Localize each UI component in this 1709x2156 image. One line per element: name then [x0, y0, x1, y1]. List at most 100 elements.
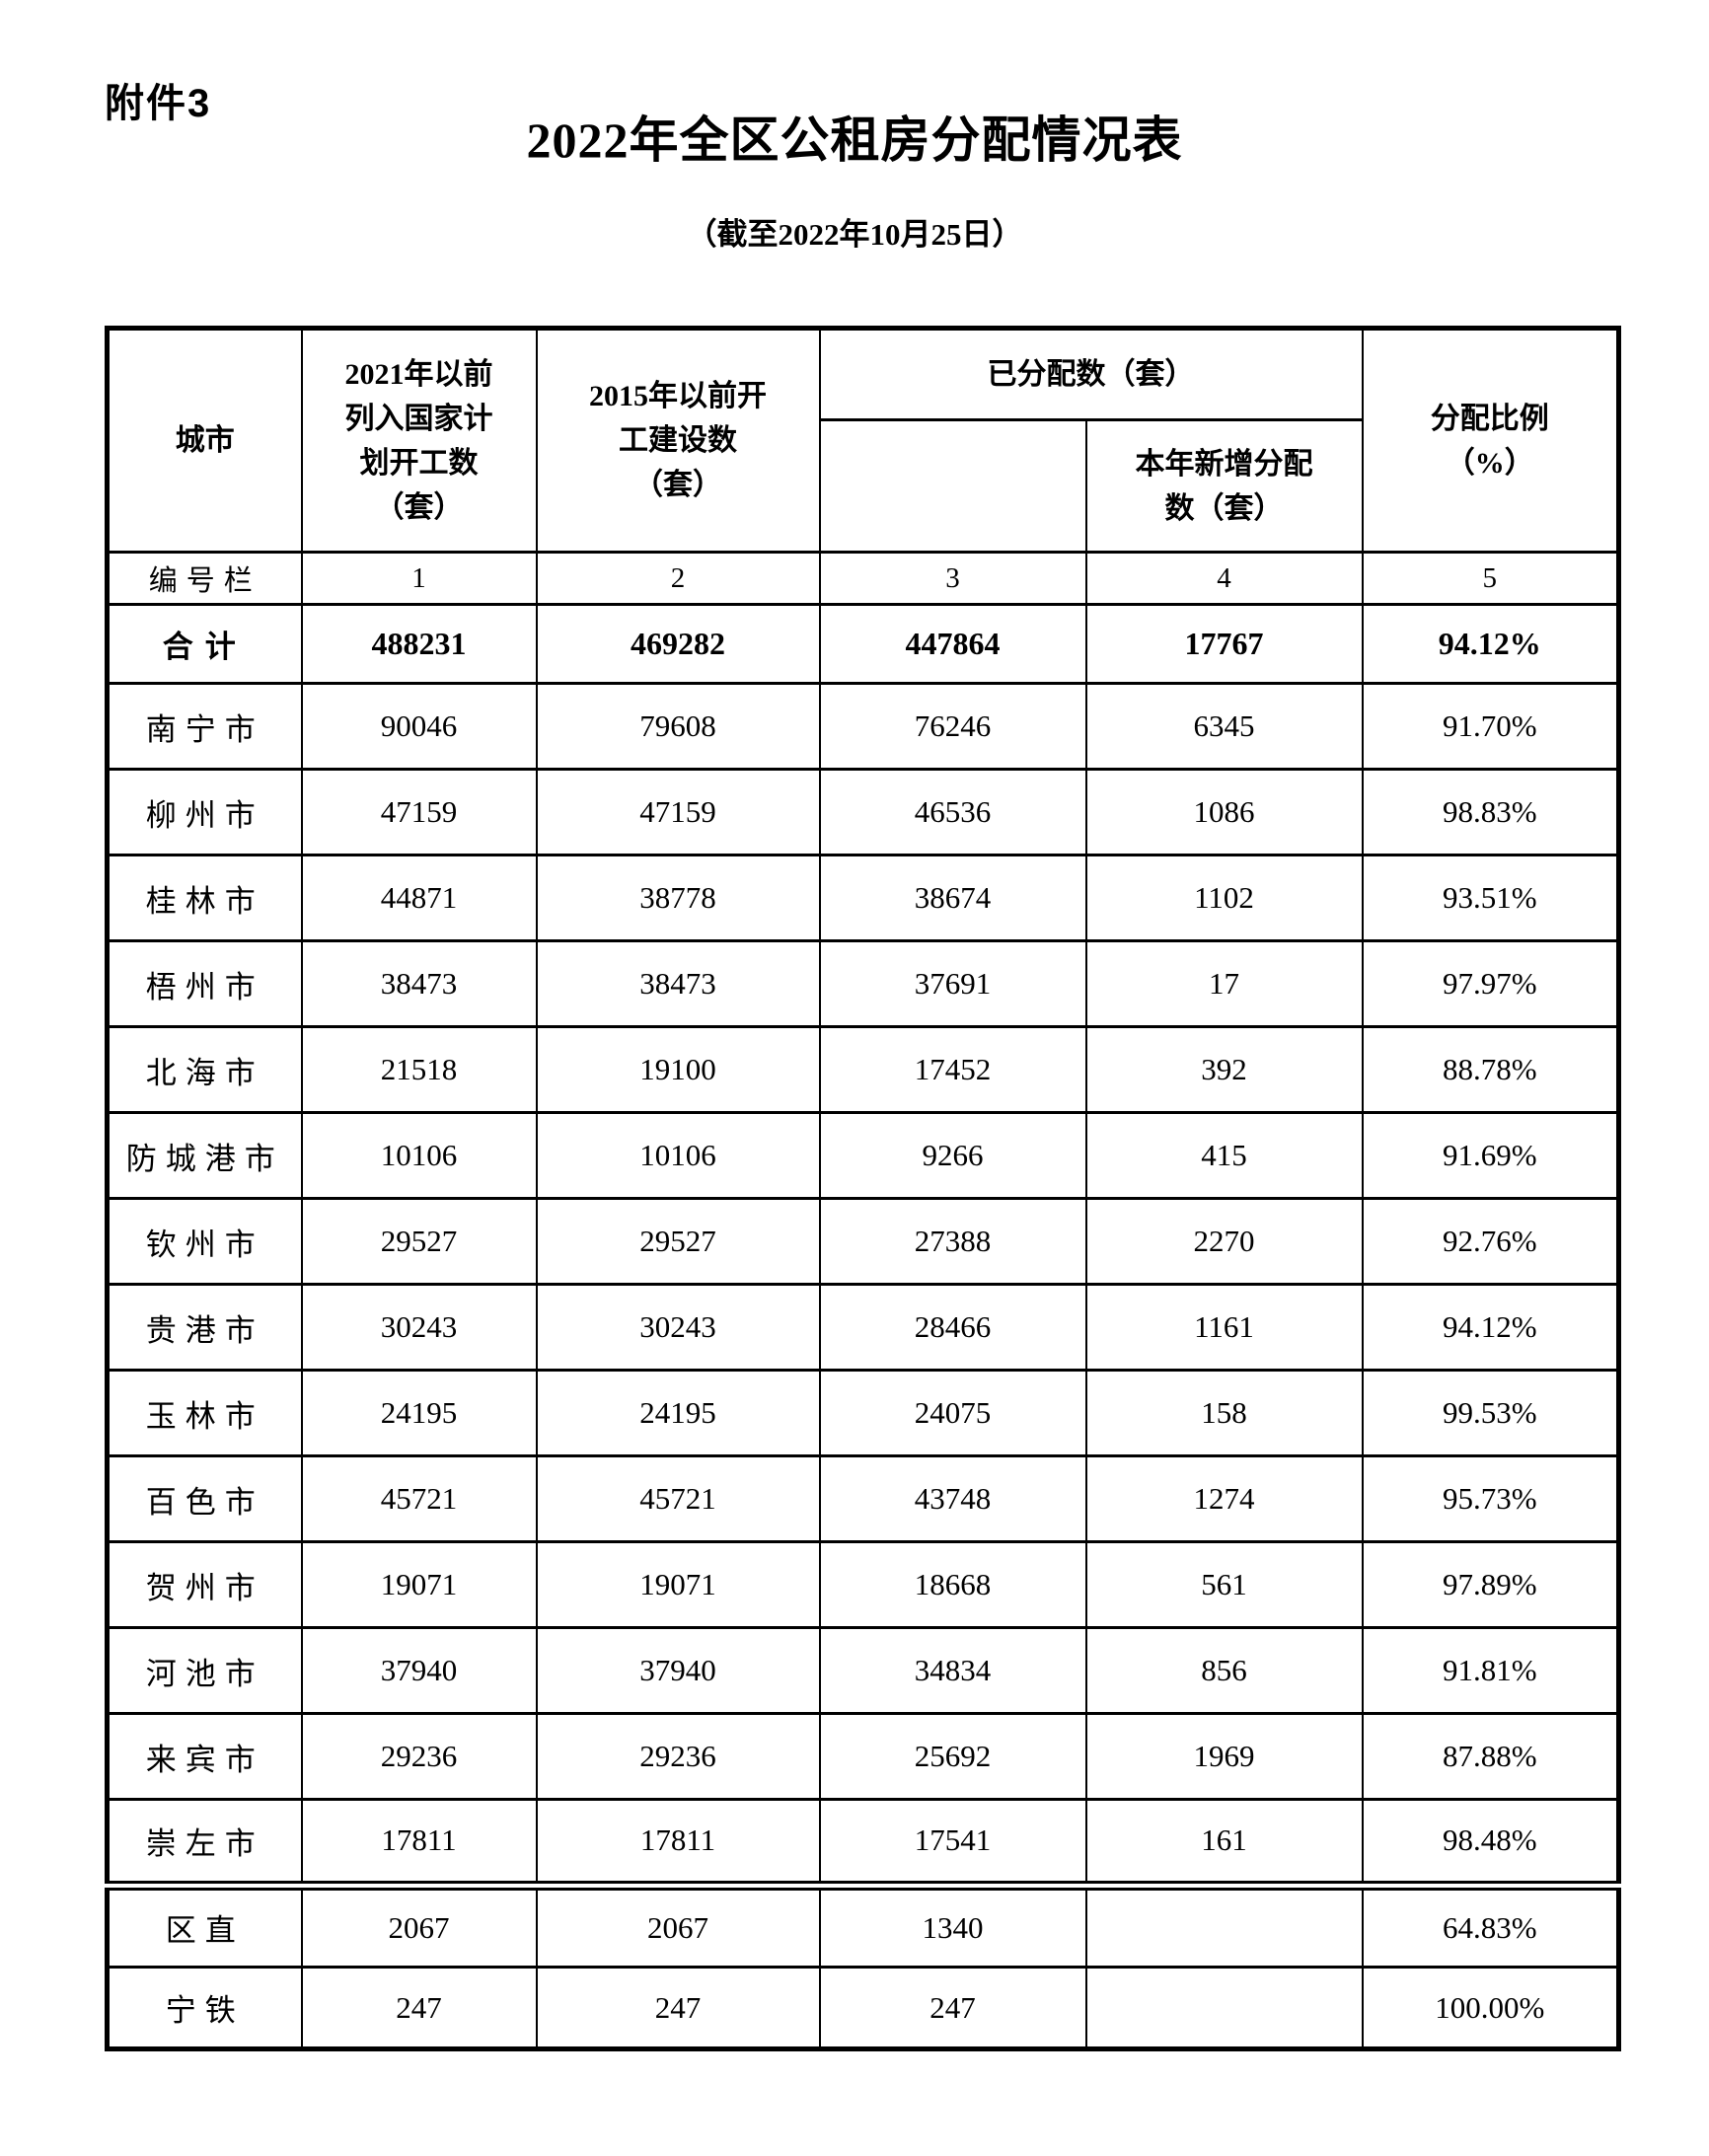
- cell: 91.81%: [1361, 1626, 1620, 1715]
- cell: 38473: [300, 939, 538, 1028]
- cell: 44871: [300, 854, 538, 942]
- cell: 24195: [535, 1369, 821, 1457]
- cell: 100.00%: [1361, 1966, 1620, 2050]
- cell: 247: [535, 1966, 821, 2050]
- header-city: 城市: [106, 327, 303, 554]
- city-label: 崇左市: [106, 1798, 303, 1887]
- cell: 91.69%: [1361, 1111, 1620, 1200]
- cell: 79608: [535, 682, 821, 771]
- total-cell: 17767: [1084, 603, 1364, 685]
- header-built-before-2015: 2015年以前开 工建设数 （套）: [535, 327, 821, 554]
- cell: 45721: [300, 1454, 538, 1543]
- city-label: 贵港市: [106, 1283, 303, 1372]
- cell: 29236: [300, 1712, 538, 1801]
- cell: 88.78%: [1361, 1025, 1620, 1114]
- table-row: 玉林市 24195 24195 24075 158 99.53%: [106, 1369, 1620, 1457]
- index-row-label: 编号栏: [106, 551, 303, 606]
- cell: 1102: [1084, 854, 1364, 942]
- table-row: 百色市 45721 45721 43748 1274 95.73%: [106, 1454, 1620, 1543]
- table-row: 区直 2067 2067 1340 64.83%: [106, 1880, 1620, 1969]
- cell: 561: [1084, 1540, 1364, 1629]
- city-label: 防城港市: [106, 1111, 303, 1200]
- cell: 24195: [300, 1369, 538, 1457]
- cell: 19071: [300, 1540, 538, 1629]
- cell: 98.83%: [1361, 768, 1620, 856]
- cell: 94.12%: [1361, 1283, 1620, 1372]
- cell: 64.83%: [1361, 1880, 1620, 1969]
- cell: 2067: [300, 1880, 538, 1969]
- cell: 19100: [535, 1025, 821, 1114]
- city-label: 钦州市: [106, 1197, 303, 1286]
- index-col-3: 3: [818, 551, 1087, 606]
- header-row-top: 城市 2021年以前 列入国家计 划开工数 （套） 2015年以前开 工建设数 …: [106, 327, 1620, 554]
- total-cell: 94.12%: [1361, 603, 1620, 685]
- cell: 29527: [300, 1197, 538, 1286]
- cell: 30243: [300, 1283, 538, 1372]
- cell: 95.73%: [1361, 1454, 1620, 1543]
- total-cell: 488231: [300, 603, 538, 685]
- cell: 2067: [535, 1880, 821, 1969]
- cell: 27388: [818, 1197, 1087, 1286]
- city-label: 南宁市: [106, 682, 303, 771]
- cell: 1086: [1084, 768, 1364, 856]
- header-allocation-ratio: 分配比例 （%）: [1361, 327, 1620, 554]
- cell: [1084, 1880, 1364, 1969]
- cell: 17811: [300, 1798, 538, 1887]
- cell: 1340: [818, 1880, 1087, 1969]
- cell: 10106: [535, 1111, 821, 1200]
- cell: 98.48%: [1361, 1798, 1620, 1887]
- cell: 76246: [818, 682, 1087, 771]
- cell: 25692: [818, 1712, 1087, 1801]
- cell: 90046: [300, 682, 538, 771]
- cell: 17541: [818, 1798, 1087, 1887]
- cell: 37940: [535, 1626, 821, 1715]
- cell: 97.97%: [1361, 939, 1620, 1028]
- table-row: 柳州市 47159 47159 46536 1086 98.83%: [106, 768, 1620, 856]
- allocation-table: 城市 2021年以前 列入国家计 划开工数 （套） 2015年以前开 工建设数 …: [105, 326, 1621, 2051]
- cell: 45721: [535, 1454, 821, 1543]
- page-title: 2022年全区公租房分配情况表: [526, 112, 1183, 168]
- table-row: 钦州市 29527 29527 27388 2270 92.76%: [106, 1197, 1620, 1286]
- cell: 37940: [300, 1626, 538, 1715]
- header-new-allocated: 本年新增分配 数（套）: [1084, 418, 1364, 554]
- cell: 19071: [535, 1540, 821, 1629]
- cell: 46536: [818, 768, 1087, 856]
- cell: 29527: [535, 1197, 821, 1286]
- cell: 43748: [818, 1454, 1087, 1543]
- city-label: 玉林市: [106, 1369, 303, 1457]
- total-cell: 469282: [535, 603, 821, 685]
- table-row: 来宾市 29236 29236 25692 1969 87.88%: [106, 1712, 1620, 1801]
- cell: 10106: [300, 1111, 538, 1200]
- cell: 18668: [818, 1540, 1087, 1629]
- city-label: 柳州市: [106, 768, 303, 856]
- total-row: 合计 488231 469282 447864 17767 94.12%: [106, 603, 1620, 685]
- cell: 1274: [1084, 1454, 1364, 1543]
- city-label: 来宾市: [106, 1712, 303, 1801]
- cell: 1969: [1084, 1712, 1364, 1801]
- cell: 247: [818, 1966, 1087, 2050]
- total-row-label: 合计: [106, 603, 303, 685]
- table-row: 桂林市 44871 38778 38674 1102 93.51%: [106, 854, 1620, 942]
- table-row: 宁铁 247 247 247 100.00%: [106, 1966, 1620, 2050]
- table-row: 梧州市 38473 38473 37691 17 97.97%: [106, 939, 1620, 1028]
- cell: 2270: [1084, 1197, 1364, 1286]
- header-allocated-spacer: [818, 418, 1087, 554]
- cell: 856: [1084, 1626, 1364, 1715]
- cell: 38674: [818, 854, 1087, 942]
- cell: 38473: [535, 939, 821, 1028]
- city-label: 梧州市: [106, 939, 303, 1028]
- header-row-sub: 本年新增分配 数（套）: [108, 418, 1619, 554]
- index-col-5: 5: [1361, 551, 1620, 606]
- index-col-2: 2: [535, 551, 821, 606]
- cell: 28466: [818, 1283, 1087, 1372]
- cell: 34834: [818, 1626, 1087, 1715]
- cell: 91.70%: [1361, 682, 1620, 771]
- cell: 30243: [535, 1283, 821, 1372]
- cell: 247: [300, 1966, 538, 2050]
- city-label: 区直: [106, 1880, 303, 1969]
- index-row: 编号栏 1 2 3 4 5: [106, 551, 1620, 606]
- table-row: 河池市 37940 37940 34834 856 91.81%: [106, 1626, 1620, 1715]
- cell: 38778: [535, 854, 821, 942]
- cell: 392: [1084, 1025, 1364, 1114]
- attachment-label: 附件3: [105, 82, 212, 125]
